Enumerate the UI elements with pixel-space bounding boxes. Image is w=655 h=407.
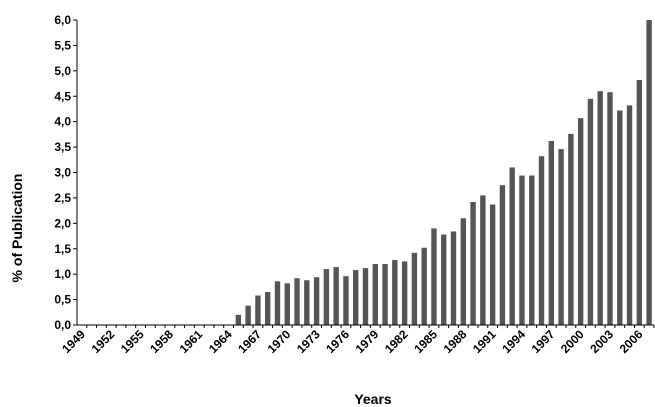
bar-1975 (333, 267, 339, 325)
x-tick-label: 1982 (382, 327, 411, 356)
bar-1972 (304, 280, 310, 325)
bar-1974 (323, 269, 330, 325)
bar-2007 (646, 20, 652, 325)
bar-1965 (235, 314, 242, 325)
bar-2003 (607, 92, 613, 325)
y-tick-label: 5,5 (54, 38, 71, 52)
bar-1992 (499, 185, 506, 325)
x-tick-label: 1964 (206, 327, 235, 356)
bar-1969 (274, 281, 281, 325)
y-tick-label: 4,0 (54, 115, 71, 129)
x-tick-label: 1997 (529, 327, 558, 356)
x-tick-label: 1967 (235, 327, 264, 356)
bar-1983 (411, 252, 418, 325)
bar-1997 (548, 140, 555, 325)
bar-1971 (294, 278, 300, 325)
bar-1984 (421, 247, 427, 325)
x-tick-label: 1973 (294, 327, 323, 356)
y-tick-label: 6,0 (54, 13, 71, 27)
y-tick-label: 4,5 (54, 89, 71, 103)
bar-1982 (401, 261, 408, 325)
y-tick-label: 3,5 (54, 140, 71, 154)
bar-1976 (343, 276, 349, 325)
y-tick-label: 0,5 (54, 293, 71, 307)
bar-1993 (509, 167, 515, 325)
bar-1973 (313, 277, 320, 325)
bar-1996 (538, 156, 545, 325)
x-tick-label: 1994 (499, 327, 528, 356)
bar-1977 (353, 270, 359, 325)
x-tick-label: 1985 (411, 327, 440, 356)
y-tick-label: 5,0 (54, 64, 71, 78)
x-tick-label: 1952 (89, 327, 118, 356)
bar-1998 (558, 149, 564, 325)
bar-2000 (577, 118, 584, 325)
x-axis-ticks: 1949 1952 1955 1958 1961 1964 1967 1970 1973 1976… (59, 325, 655, 356)
y-tick-label: 2,0 (54, 216, 71, 230)
bar-1999 (568, 133, 574, 325)
bar-1966 (245, 305, 251, 325)
x-tick-label: 1970 (265, 327, 294, 356)
y-tick-label: 1,0 (54, 267, 71, 281)
y-tick-label: 1,5 (54, 242, 71, 256)
bar-1970 (284, 283, 290, 325)
bar-1979 (372, 264, 378, 325)
bar-1988 (460, 218, 466, 325)
bar-1989 (470, 201, 476, 325)
x-tick-label: 1961 (177, 327, 206, 356)
x-axis-title: Years (354, 391, 392, 407)
bar-1981 (392, 259, 398, 325)
x-tick-label: 1976 (323, 327, 352, 356)
x-tick-label: 2000 (558, 327, 587, 356)
bar-1987 (450, 231, 457, 325)
bar-1978 (362, 268, 369, 325)
x-tick-label: 1991 (470, 327, 499, 356)
x-tick-label: 1979 (353, 327, 382, 356)
y-axis-title: % of Publication (9, 174, 25, 283)
bar-1995 (529, 175, 535, 325)
x-tick-label: 2006 (617, 327, 646, 356)
bar-1967 (255, 295, 261, 325)
y-tick-label: 3,0 (54, 166, 71, 180)
bar-2006 (636, 79, 643, 325)
bar-1986 (441, 234, 447, 325)
y-tick-label: 0,0 (54, 318, 71, 332)
bar-1985 (431, 228, 437, 325)
bar-1980 (382, 264, 388, 325)
bars (235, 20, 652, 326)
bar-2001 (587, 98, 594, 326)
bar-1991 (489, 204, 496, 325)
x-tick-label: 1955 (118, 327, 147, 356)
y-tick-label: 2,5 (54, 191, 71, 205)
bar-2004 (617, 110, 623, 325)
x-tick-label: 2003 (587, 327, 616, 356)
bar-1994 (519, 175, 525, 325)
y-axis-ticks: 0,0 0,5 1,0 1,5 2,0 2,5 3,0 3,5 4,0 4,5 5,0 5,5 6,0 (54, 13, 77, 332)
x-tick-label: 1988 (441, 327, 470, 356)
bar-1968 (265, 291, 271, 325)
x-tick-label: 1958 (147, 327, 176, 356)
bar-2005 (626, 105, 633, 326)
bar-1990 (480, 195, 486, 325)
bar-2002 (597, 91, 603, 326)
